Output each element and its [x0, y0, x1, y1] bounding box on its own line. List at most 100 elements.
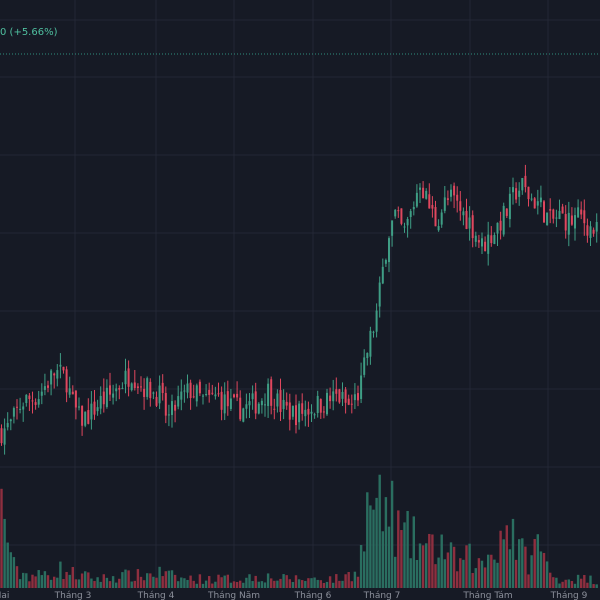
candle-body [264, 404, 266, 406]
volume-bar [449, 542, 453, 588]
candle-body [251, 393, 254, 400]
candle [205, 384, 208, 397]
candle-body [561, 206, 564, 214]
volume-bar [524, 546, 527, 588]
candle [474, 231, 477, 247]
volume-bar [564, 579, 567, 588]
volume-bar [121, 572, 124, 588]
candle-body [239, 397, 242, 420]
candles[interactable] [0, 164, 598, 455]
candle [481, 232, 483, 255]
volume-bar [239, 580, 242, 588]
candle-body [462, 211, 465, 216]
volume-bar [99, 581, 102, 588]
candle [0, 424, 3, 446]
candle [567, 201, 570, 247]
candle [37, 390, 40, 408]
candle-body [468, 217, 471, 229]
candle [164, 386, 167, 424]
candle [552, 208, 555, 224]
candle [583, 199, 586, 236]
candle-body [539, 197, 542, 203]
candle-body [558, 210, 561, 219]
candle-body [140, 386, 142, 388]
candle [245, 393, 248, 419]
candle-body [84, 411, 87, 426]
volume-bar [384, 497, 388, 588]
candle [59, 353, 62, 379]
volume-bar [440, 534, 443, 588]
candle-body [543, 201, 545, 223]
volume-bar [576, 574, 580, 588]
candle-body [369, 330, 372, 357]
candle-body [34, 402, 37, 405]
volume-bar [483, 567, 487, 588]
volume-bar [437, 557, 440, 588]
candle-body [208, 389, 211, 395]
candle-body [31, 400, 34, 402]
volume-bar [9, 552, 12, 588]
candle-body [217, 393, 220, 395]
volume-bar [328, 576, 332, 588]
candle [167, 404, 170, 427]
volume-bar [533, 539, 536, 588]
candle [279, 378, 282, 421]
candle-body [282, 399, 285, 410]
candle [198, 379, 201, 397]
volume-bar [56, 577, 59, 588]
candle [397, 206, 400, 218]
candle [251, 385, 254, 410]
volume-bar [3, 518, 6, 588]
candle-body [388, 238, 390, 263]
volume-bar [214, 581, 217, 588]
candle [344, 387, 347, 414]
candle-body [226, 391, 229, 407]
candle [310, 404, 313, 423]
candle [223, 382, 226, 420]
candle-body [279, 390, 282, 412]
volume-bar [350, 581, 353, 588]
volume-bar [115, 582, 118, 588]
candle-body [524, 175, 527, 188]
x-tick-label: Tháng Tám [462, 591, 512, 600]
candle [450, 184, 452, 202]
candle-body [384, 260, 387, 264]
candle-body [490, 235, 493, 244]
candle-body [295, 405, 297, 426]
candle-body [254, 391, 257, 414]
candle [208, 382, 211, 403]
volume-bar [173, 574, 177, 588]
volume-bar [37, 570, 40, 588]
volume-bar [369, 505, 372, 588]
volume-bar [418, 543, 422, 588]
volume-bar [87, 572, 90, 588]
candle-body [437, 226, 440, 231]
volume-bar [96, 577, 99, 588]
candle-body [459, 201, 462, 211]
candle-body [87, 410, 90, 424]
x-tick-label: Tháng 3 [54, 591, 92, 600]
candle [570, 207, 573, 226]
volume-bar [149, 573, 152, 588]
candle-body [276, 393, 279, 407]
candle-body [456, 194, 459, 201]
candle [71, 385, 74, 395]
volume-bar [248, 574, 251, 588]
candle-body [25, 394, 28, 404]
candle [471, 210, 474, 248]
volume-bar [496, 562, 499, 588]
candle-body [567, 212, 570, 235]
volume-bar [344, 574, 347, 588]
candle [65, 366, 68, 403]
candle-body [205, 394, 208, 396]
candle [298, 400, 301, 430]
candle [335, 377, 338, 402]
candle [518, 182, 521, 206]
candle-body [149, 381, 152, 399]
volume-bar [195, 583, 198, 588]
candle [270, 376, 273, 415]
volume-bar [589, 575, 592, 588]
candle-body [332, 391, 335, 402]
volume-bar [25, 573, 28, 588]
